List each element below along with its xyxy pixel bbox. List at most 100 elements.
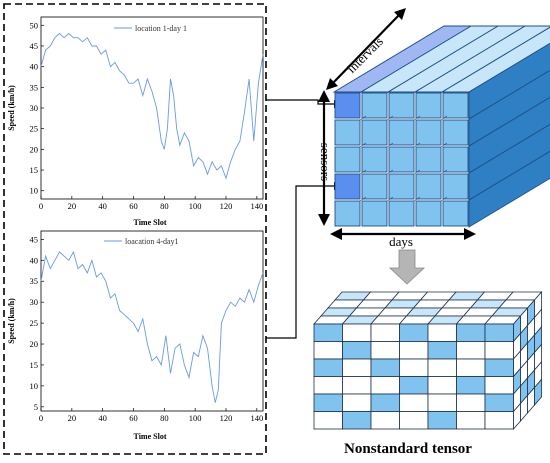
- x-tick-label: 0: [39, 201, 43, 211]
- cube-front-cell: [484, 376, 514, 395]
- cube-front-cell: [484, 393, 514, 412]
- cube-front-cell: [427, 341, 457, 360]
- cube-front-cell: [388, 173, 415, 200]
- y-tick-label: 30: [30, 103, 39, 113]
- cube-side-bar: [468, 150, 550, 228]
- x-tick-label: 60: [129, 201, 138, 211]
- cube-edge: [413, 142, 421, 148]
- chart1-legend-label: location 1-day 1: [135, 24, 187, 33]
- x-tick-label: 80: [160, 201, 169, 211]
- cube-edge: [359, 169, 367, 175]
- cube-edge: [386, 196, 394, 202]
- chart1-legend: location 1-day 1: [114, 24, 187, 33]
- cube-front-cell: [361, 146, 388, 173]
- cube-edge: [440, 115, 448, 121]
- cube-edge: [386, 169, 394, 175]
- cube-front-cell: [313, 341, 343, 360]
- cube-front-cell: [334, 146, 361, 173]
- x-tick-label: 100: [189, 413, 202, 423]
- chart-location-4-day-1: loacation 4-day1 0 20 40 60 80 100 120 140 5 10 15…: [7, 230, 264, 441]
- chart2-legend-label: loacation 4-day1: [125, 237, 179, 246]
- cube-front-cell: [442, 92, 469, 119]
- cube-front-cell: [456, 411, 486, 430]
- cube-front-cell: [415, 200, 442, 227]
- cube-front-cell: [342, 393, 372, 412]
- highlighted-cell: [334, 173, 361, 200]
- nonstandard-tensor-cube: [313, 290, 543, 431]
- intervals-arrow: [326, 8, 406, 90]
- x-tick-label: 20: [68, 201, 77, 211]
- cube-front-cell: [442, 173, 469, 200]
- cube-front-cell: [313, 393, 343, 412]
- y-tick-label: 5: [34, 402, 38, 412]
- cube-front-cell: [361, 200, 388, 227]
- cube-front-cell: [313, 376, 343, 395]
- cube-front-cell: [399, 358, 429, 377]
- cube-front-cell: [370, 358, 400, 377]
- cube-side-bar: [468, 42, 550, 120]
- y-tick-label: 30: [30, 297, 39, 307]
- cube-front-cell: [427, 323, 457, 342]
- x-tick-label: 0: [39, 413, 43, 423]
- cube-front-cell: [442, 200, 469, 227]
- cube-front-cell: [456, 376, 486, 395]
- cube-edge: [413, 88, 421, 94]
- cube-front-cell: [334, 200, 361, 227]
- cube-front-cell: [399, 323, 429, 342]
- cube-front-cell: [415, 146, 442, 173]
- cube-edge: [359, 196, 367, 202]
- cube-front-cell: [342, 341, 372, 360]
- cube-front-cell: [484, 411, 514, 430]
- y-tick-label: 10: [30, 381, 39, 391]
- x-tick-label: 80: [160, 413, 169, 423]
- cube-edge: [413, 196, 421, 202]
- y-tick-label: 35: [30, 276, 39, 286]
- cube-front-cell: [442, 146, 469, 173]
- down-arrow: [388, 249, 426, 285]
- cube-front-cell: [370, 411, 400, 430]
- cube-edge: [440, 196, 448, 202]
- chart1-plot-area: [40, 16, 264, 200]
- chart2-plot-area: [40, 230, 264, 412]
- cube-side-bar: [468, 69, 550, 147]
- cube-edge: [386, 88, 394, 94]
- cube-front-cell: [334, 119, 361, 146]
- chart-location-1-day-1: location 1-day 1 0 20 40 60 80 100 120 140 10 15 2…: [7, 16, 264, 227]
- cube-front-cell: [361, 119, 388, 146]
- cube-front-cell: [388, 92, 415, 119]
- cube-front-cell: [399, 411, 429, 430]
- chart1-y-axis-label: Speed (km/h): [7, 85, 16, 131]
- cube-edge: [386, 115, 394, 121]
- days-label: days: [389, 234, 413, 249]
- chart2-y-axis-label: Speed (km/h): [7, 298, 16, 344]
- y-tick-label: 25: [30, 318, 39, 328]
- cube-edge: [359, 88, 367, 94]
- cube-front-cell: [415, 92, 442, 119]
- x-tick-label: 60: [129, 413, 138, 423]
- cube-edge: [413, 115, 421, 121]
- cube-front-cell: [399, 341, 429, 360]
- x-tick-label: 140: [250, 201, 263, 211]
- y-tick-label: 25: [30, 124, 39, 134]
- cube-front-cell: [484, 323, 514, 342]
- cube-edge: [467, 88, 475, 94]
- cube-front-cell: [313, 323, 343, 342]
- chart1-x-axis-label: Time Slot: [134, 218, 167, 227]
- cube-side-bar: [468, 123, 550, 201]
- cube-edge: [413, 169, 421, 175]
- y-tick-label: 45: [30, 234, 39, 244]
- cube-edge: [440, 88, 448, 94]
- y-tick-label: 15: [30, 360, 39, 370]
- connector-chart2-to-tensor: [266, 185, 334, 339]
- cube-front-cell: [370, 376, 400, 395]
- chart2-x-axis-label: Time Slot: [134, 432, 167, 441]
- sensors-arrow: [318, 90, 330, 226]
- cube-front-cell: [313, 411, 343, 430]
- nonstandard-tensor-caption: Nonstandard tensor: [344, 441, 472, 457]
- y-tick-label: 10: [30, 186, 39, 196]
- x-tick-label: 40: [98, 201, 107, 211]
- y-tick-label: 50: [30, 20, 39, 30]
- cube-front-cell: [427, 358, 457, 377]
- cube-front-cell: [370, 393, 400, 412]
